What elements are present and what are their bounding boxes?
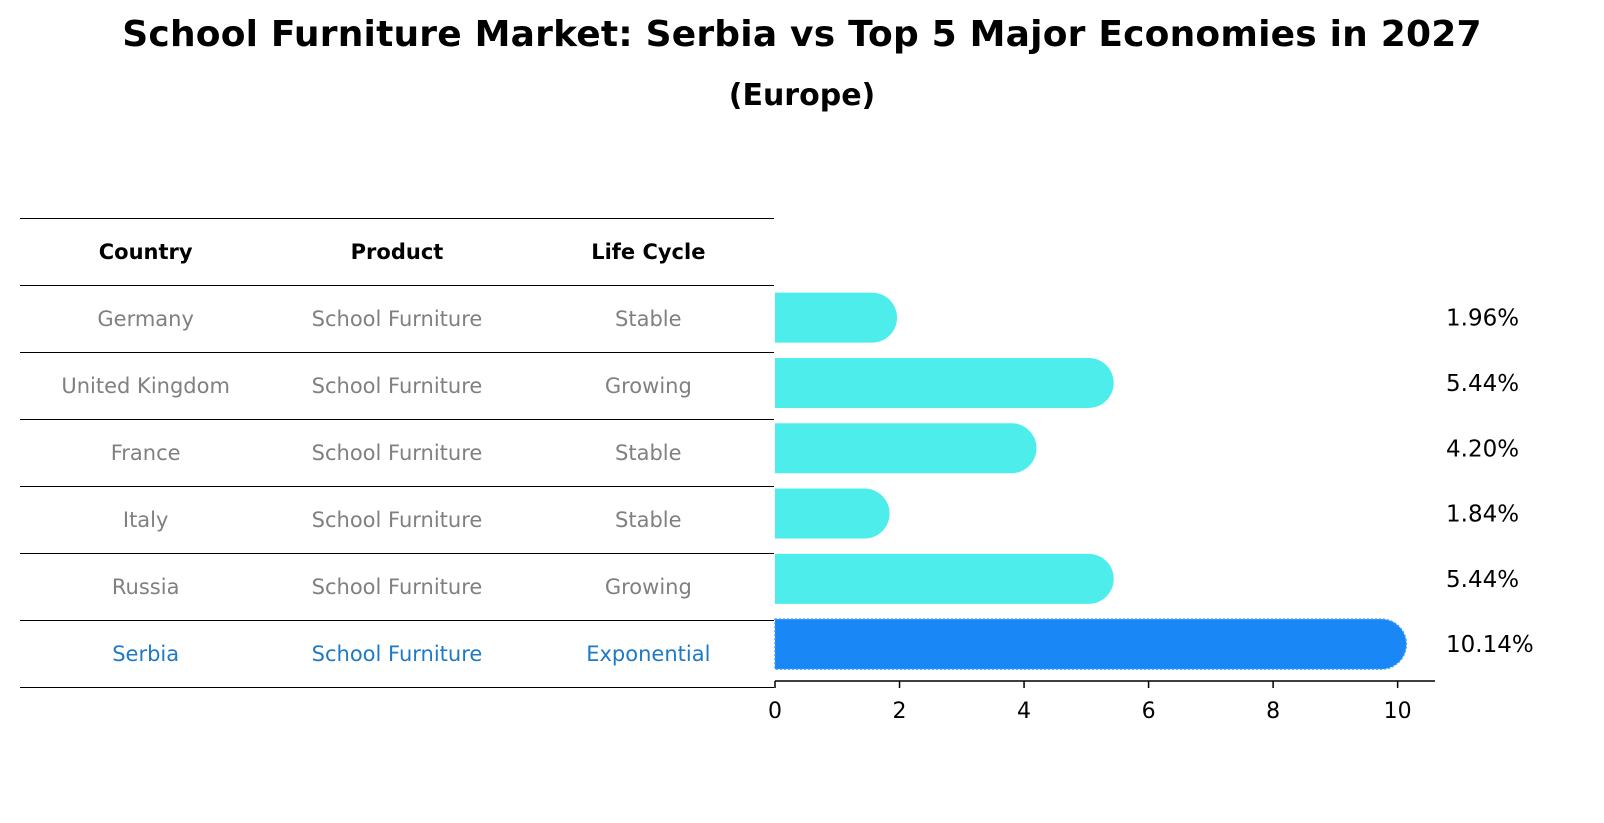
data-table: Country Product Life Cycle Germany Schoo… (20, 218, 774, 688)
country-cell: Russia (111, 575, 180, 599)
table-row: France School Furniture Stable (20, 419, 774, 486)
x-tick-label: 0 (768, 699, 782, 724)
product-cell: School Furniture (311, 374, 483, 398)
life-cycle-cell: Growing (604, 374, 692, 398)
bar-france (775, 423, 1037, 474)
product-cell: School Furniture (311, 642, 483, 666)
value-label: 4.20% (1446, 436, 1519, 462)
bar-serbia (774, 618, 1408, 670)
life-cycle-cell: Stable (615, 441, 682, 465)
value-label: 1.96% (1446, 306, 1519, 332)
product-cell: School Furniture (311, 441, 483, 465)
bar-italy (775, 488, 890, 539)
life-cycle-cell: Growing (604, 575, 692, 599)
life-cycle-cell: Exponential (586, 642, 711, 666)
value-label: 10.14% (1446, 632, 1534, 658)
bar-russia (775, 553, 1114, 604)
value-label: 5.44% (1446, 567, 1519, 593)
product-cell: School Furniture (311, 575, 483, 599)
header-country: Country (98, 240, 193, 264)
header-life-cycle: Life Cycle (591, 240, 706, 264)
value-label: 1.84% (1446, 502, 1519, 528)
product-cell: School Furniture (311, 307, 483, 331)
x-tick-label: 4 (1017, 699, 1031, 724)
table-row: Germany School Furniture Stable (20, 285, 774, 352)
x-tick-label: 6 (1142, 699, 1156, 724)
table-row: Italy School Furniture Stable (20, 486, 774, 553)
bar-germany (775, 292, 898, 343)
x-tick-label: 10 (1384, 699, 1412, 724)
country-cell: Serbia (112, 642, 180, 666)
country-cell: France (110, 441, 181, 465)
life-cycle-cell: Stable (615, 307, 682, 331)
table-header-row: Country Product Life Cycle (20, 218, 774, 285)
chart-subtitle: (Europe) (728, 78, 876, 113)
bar-united-kingdom (775, 357, 1114, 408)
table-row: Russia School Furniture Growing (20, 553, 774, 620)
table-row: United Kingdom School Furniture Growing (20, 352, 774, 419)
chart-title: School Furniture Market: Serbia vs Top 5… (122, 14, 1482, 55)
country-cell: Italy (122, 508, 169, 532)
country-cell: Germany (97, 307, 194, 331)
value-label: 5.44% (1446, 371, 1519, 397)
header-product: Product (350, 240, 444, 264)
x-tick-label: 2 (893, 699, 907, 724)
table-row-highlight: Serbia School Furniture Exponential (20, 620, 774, 688)
life-cycle-cell: Stable (615, 508, 682, 532)
product-cell: School Furniture (311, 508, 483, 532)
x-tick-label: 8 (1266, 699, 1280, 724)
country-cell: United Kingdom (61, 374, 230, 398)
